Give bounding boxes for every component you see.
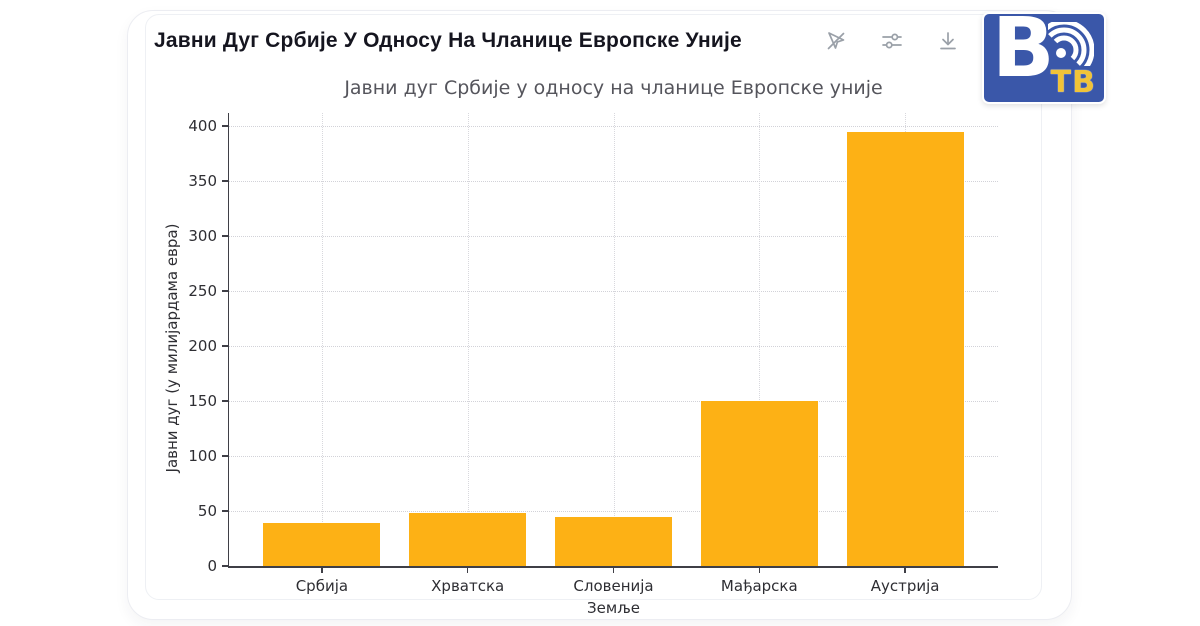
y-tick-mark bbox=[222, 180, 229, 182]
y-tick-mark bbox=[222, 125, 229, 127]
y-tick-label: 350 bbox=[188, 172, 217, 190]
y-tick-label: 300 bbox=[188, 227, 217, 245]
x-tick-label: Аустрија bbox=[870, 577, 940, 595]
y-tick-mark bbox=[222, 235, 229, 237]
y-tick-label: 400 bbox=[188, 117, 217, 135]
chart-card: Јавни Дуг Србије У Односу На Чланице Евр… bbox=[145, 14, 1043, 617]
y-tick-label: 200 bbox=[188, 337, 217, 355]
x-gridline bbox=[613, 113, 615, 566]
x-gridline bbox=[759, 113, 761, 566]
chart-toolbar bbox=[823, 29, 961, 55]
logo-suffix: ТВ bbox=[1050, 65, 1096, 100]
bar-Мађарска bbox=[700, 401, 818, 566]
settings-button[interactable] bbox=[879, 29, 905, 55]
bar-Аустрија bbox=[846, 131, 964, 566]
sliders-icon bbox=[880, 29, 904, 56]
y-tick-label: 250 bbox=[188, 282, 217, 300]
x-tick-mark bbox=[466, 567, 469, 573]
x-tick-label: Хрватска bbox=[431, 577, 505, 595]
y-tick-label: 100 bbox=[188, 447, 217, 465]
logo-letter: В bbox=[992, 1, 1055, 96]
x-gridline bbox=[467, 113, 469, 566]
y-tick-mark bbox=[222, 345, 229, 347]
x-tick-mark bbox=[758, 567, 761, 573]
y-tick-mark bbox=[222, 510, 229, 512]
y-tick-label: 50 bbox=[197, 502, 217, 520]
bar-Србија bbox=[263, 523, 381, 566]
x-tick-label: Србија bbox=[295, 577, 349, 595]
btv-logo: В ТВ bbox=[982, 8, 1106, 104]
wifi-signal-icon bbox=[1042, 19, 1095, 72]
x-axis-title: Земље bbox=[587, 599, 640, 617]
download-icon bbox=[936, 29, 960, 56]
y-tick-mark bbox=[222, 400, 229, 402]
bar-chart: Јавни дуг Србије у односу на чланице Евр… bbox=[146, 15, 1043, 617]
cursor-off-icon bbox=[824, 29, 848, 56]
x-axis-line bbox=[227, 566, 998, 568]
download-button[interactable] bbox=[935, 29, 961, 55]
y-tick-mark bbox=[222, 290, 229, 292]
y-tick-label: 0 bbox=[207, 557, 217, 575]
x-tick-mark bbox=[904, 567, 906, 573]
x-tick-mark bbox=[612, 567, 615, 573]
x-tick-label: Мађарска bbox=[720, 577, 798, 595]
chart-title: Јавни дуг Србије у односу на чланице Евр… bbox=[344, 77, 883, 99]
disable-hover-button[interactable] bbox=[823, 29, 849, 55]
y-tick-label: 150 bbox=[188, 392, 217, 410]
x-gridline bbox=[321, 113, 323, 566]
x-tick-label: Словенија bbox=[573, 577, 654, 595]
y-axis-title: Јавни дуг (у милијардама евра) bbox=[163, 223, 181, 472]
y-tick-mark bbox=[222, 565, 229, 567]
x-tick-mark bbox=[321, 567, 323, 573]
bar-Словенија bbox=[555, 516, 672, 566]
y-axis-line bbox=[227, 113, 229, 568]
y-tick-mark bbox=[222, 455, 229, 457]
bar-Хрватска bbox=[409, 513, 527, 566]
page-title: Јавни Дуг Србије У Односу На Чланице Евр… bbox=[154, 29, 742, 52]
